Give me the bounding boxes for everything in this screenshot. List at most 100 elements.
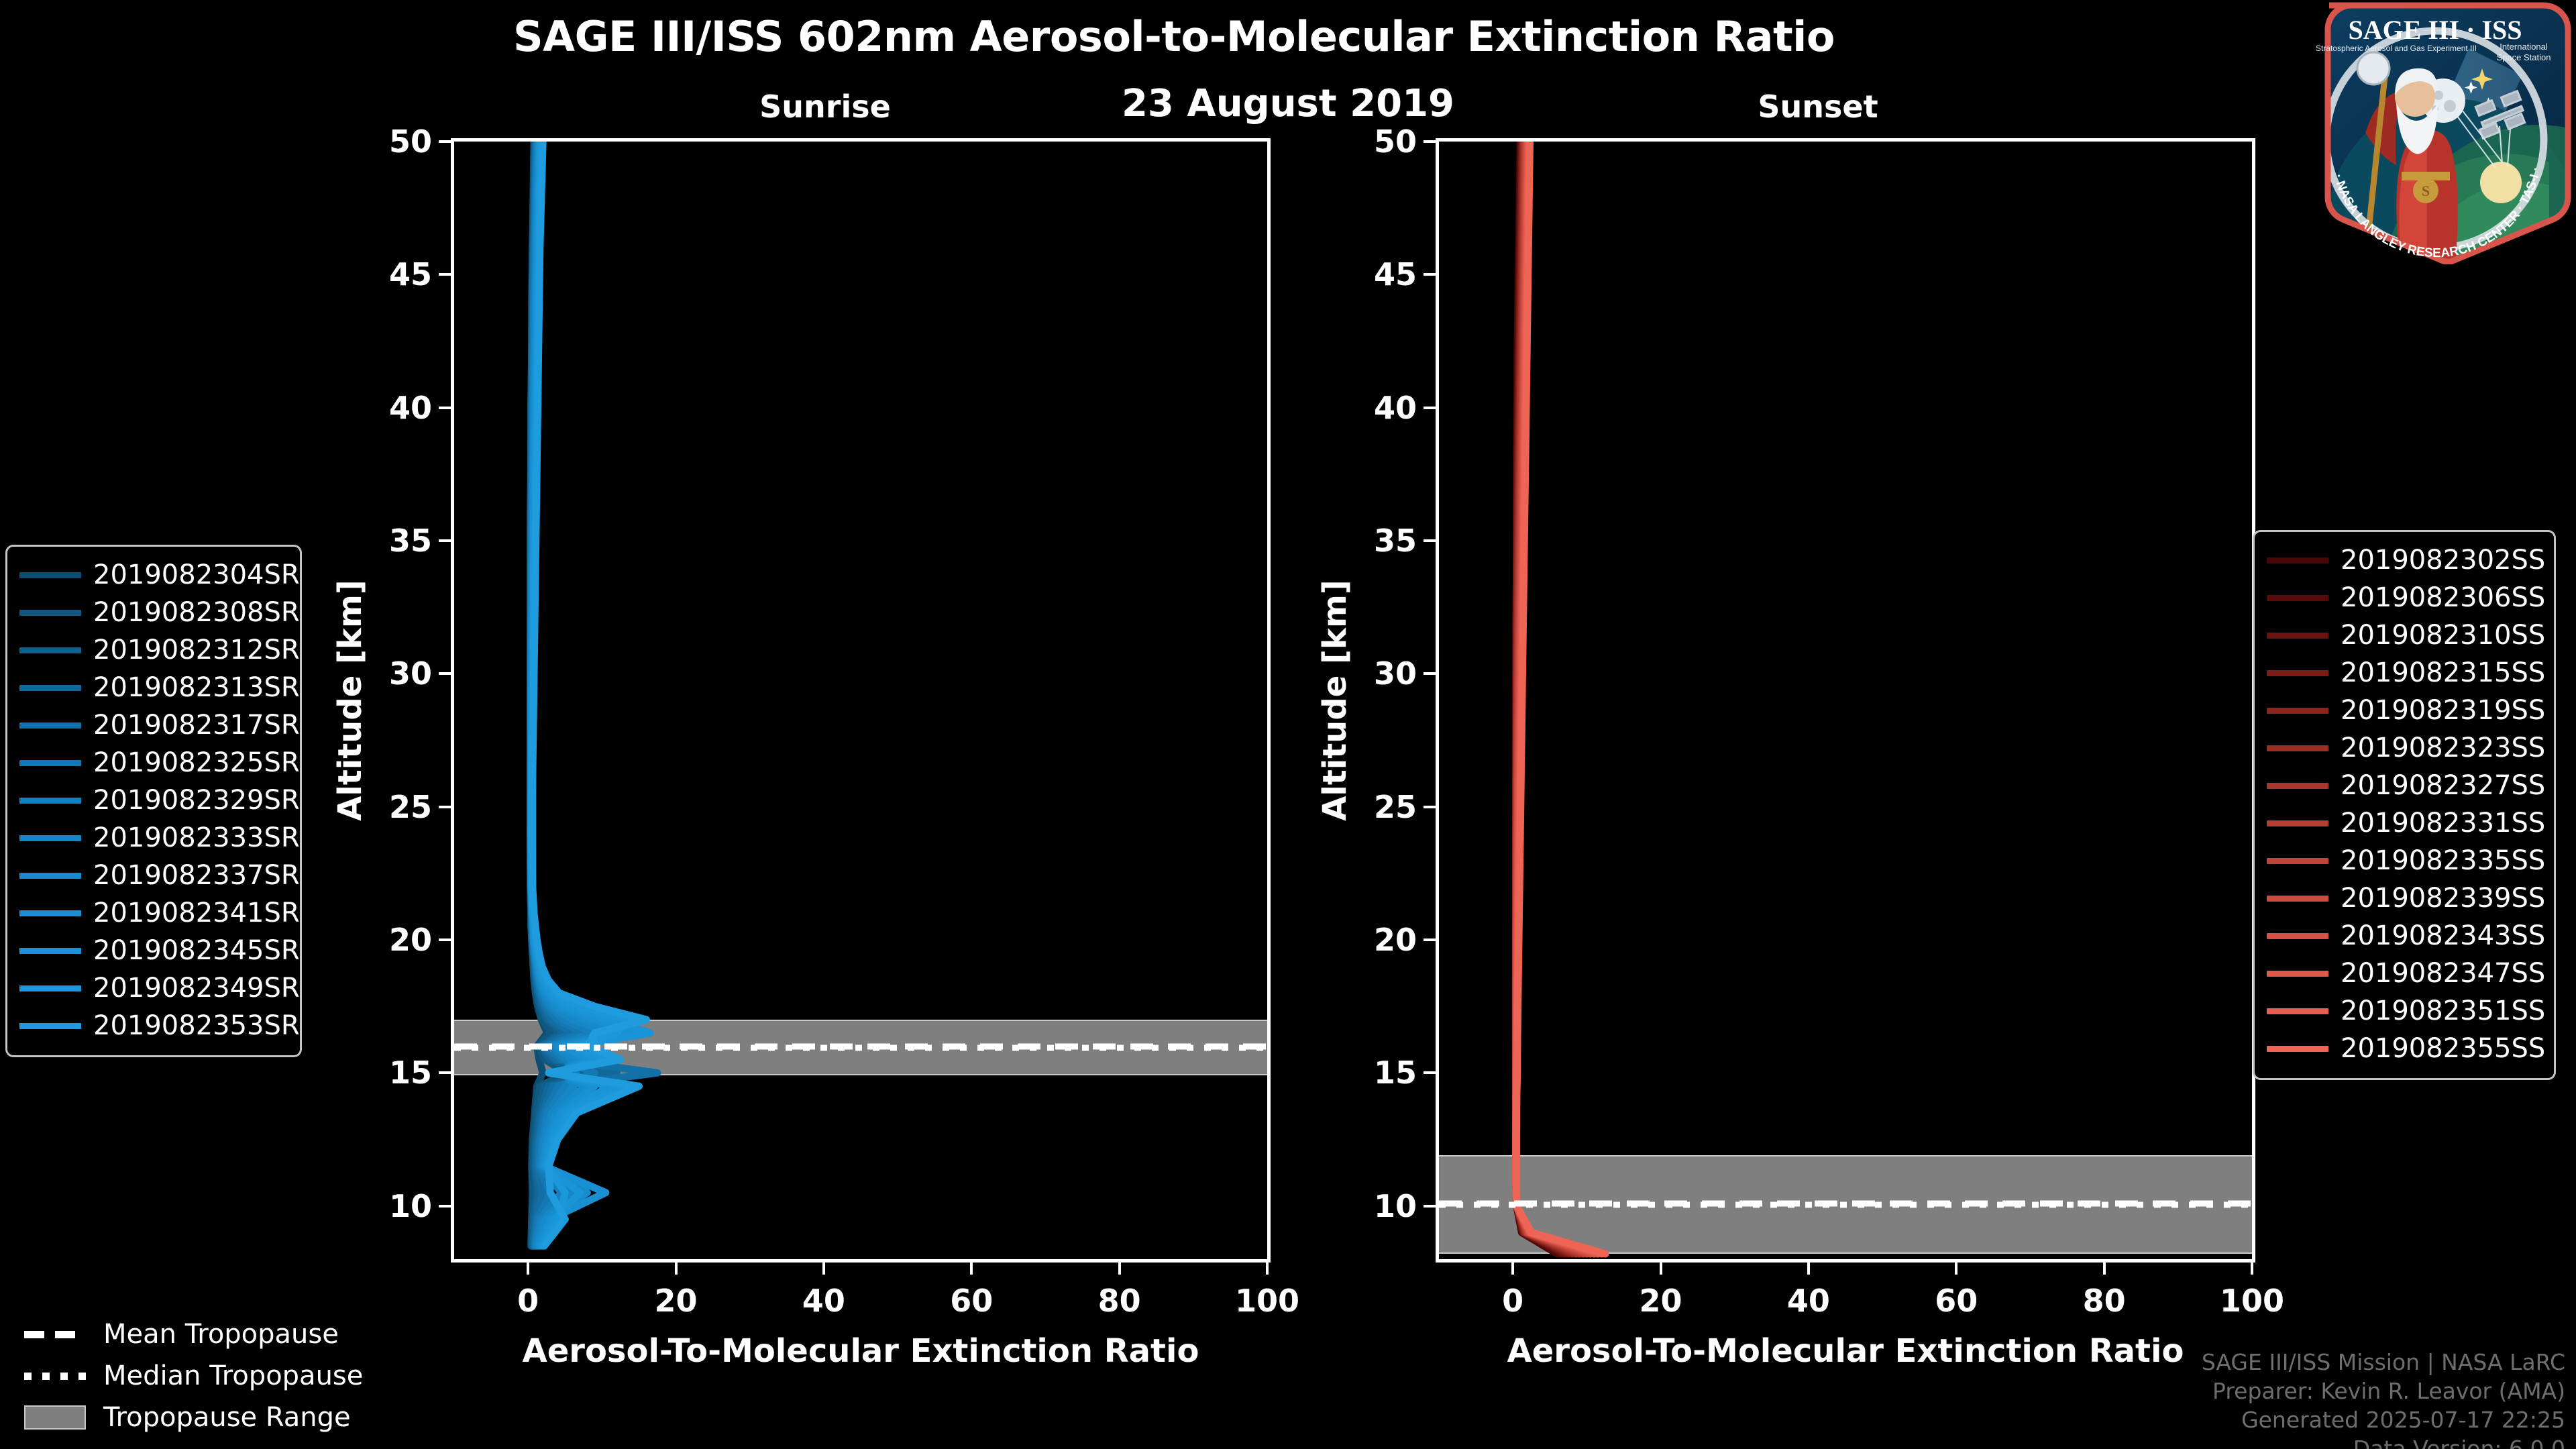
legend-color-swatch <box>19 910 81 916</box>
legend-item[interactable]: 2019082335SS <box>2267 842 2545 879</box>
legend-color-swatch <box>19 985 81 991</box>
legend-item-label: 2019082329SR <box>93 785 300 816</box>
y-tick-mark <box>1424 140 1436 143</box>
sage-iii-iss-mission-patch-icon: S SAGE III · ISS Stratospheric Aerosol a… <box>2301 1 2571 264</box>
y-tick-label: 40 <box>1373 389 1417 426</box>
legend-item[interactable]: 2019082341SR <box>19 894 300 932</box>
legend-item-label: 2019082355SS <box>2341 1033 2546 1064</box>
x-tick-label: 100 <box>2219 1283 2285 1319</box>
legend-item[interactable]: 2019082331SS <box>2267 804 2545 842</box>
x-tick-label: 20 <box>1639 1283 1682 1319</box>
legend-item[interactable]: 2019082304SR <box>19 556 300 594</box>
legend-item[interactable]: 2019082315SS <box>2267 654 2545 692</box>
legend-item[interactable]: 2019082327SS <box>2267 767 2545 804</box>
legend-item[interactable]: 2019082349SR <box>19 969 300 1007</box>
y-tick-label: 10 <box>388 1187 432 1224</box>
credits-line-generated: Generated 2025-07-17 22:25 <box>2241 1406 2565 1433</box>
legend-color-swatch <box>19 1022 81 1029</box>
legend-item-label: 2019082343SS <box>2341 920 2546 951</box>
legend-item[interactable]: 2019082325SR <box>19 744 300 782</box>
y-tick-label: 20 <box>388 922 432 958</box>
x-tick-label: 80 <box>1097 1283 1141 1319</box>
y-tick-mark <box>439 140 451 143</box>
y-tick-label: 20 <box>1373 922 1417 958</box>
y-tick-label: 25 <box>1373 788 1417 825</box>
legend-item-label: 2019082339SS <box>2341 883 2546 914</box>
y-tick-label: 40 <box>388 389 432 426</box>
legend-color-swatch <box>2267 970 2328 977</box>
legend-item[interactable]: 2019082353SR <box>19 1007 300 1044</box>
median-tropopause-line-sunset <box>1439 1201 2252 1208</box>
y-tick-mark <box>439 406 451 409</box>
page-title: SAGE III/ISS 602nm Aerosol-to-Molecular … <box>513 12 1835 61</box>
legend-item-label: 2019082313SR <box>93 672 300 703</box>
legend-item[interactable]: 2019082312SR <box>19 631 300 669</box>
legend-color-swatch <box>2267 895 2328 902</box>
legend-item[interactable]: 2019082343SS <box>2267 917 2545 955</box>
legend-sunset[interactable]: 2019082302SS 2019082306SS 2019082310SS 2019… <box>2253 530 2556 1080</box>
y-tick-label: 10 <box>1373 1187 1417 1224</box>
legend-item[interactable]: 2019082306SS <box>2267 579 2545 616</box>
legend-item-label: 2019082349SR <box>93 973 300 1004</box>
y-tick-mark <box>1424 672 1436 676</box>
x-tick-mark <box>674 1263 678 1275</box>
legend-item[interactable]: 2019082310SS <box>2267 616 2545 654</box>
y-tick-mark <box>1424 406 1436 409</box>
legend-item[interactable]: 2019082317SR <box>19 706 300 744</box>
legend-item[interactable]: 2019082319SS <box>2267 692 2545 729</box>
y-tick-mark <box>1424 273 1436 276</box>
legend-item[interactable]: 2019082345SR <box>19 932 300 969</box>
patch-subtitle-right-2: Space Station <box>2497 52 2551 62</box>
legend-item[interactable]: 2019082329SR <box>19 782 300 819</box>
x-tick-label: 60 <box>1935 1283 1978 1319</box>
y-axis-label-sunset: Altitude [km] <box>1316 580 1354 821</box>
legend-item[interactable]: 2019082323SS <box>2267 729 2545 767</box>
plot-area-sunrise <box>454 142 1267 1259</box>
legend-color-swatch <box>2267 820 2328 826</box>
legend-sunrise[interactable]: 2019082304SR 2019082308SR 2019082312SR 2019… <box>5 545 302 1057</box>
y-tick-label: 35 <box>1373 523 1417 559</box>
legend-item[interactable]: 2019082351SS <box>2267 992 2545 1030</box>
legend-item[interactable]: 2019082347SS <box>2267 955 2545 992</box>
credits-block: SAGE III/ISS Mission | NASA LaRC Prepare… <box>2202 1348 2565 1449</box>
panel-title-sunset: Sunset <box>1758 89 1878 125</box>
y-tick-label: 35 <box>388 523 432 559</box>
legend-item[interactable]: 2019082355SS <box>2267 1030 2545 1067</box>
patch-subtitle-right-1: International <box>2500 42 2548 52</box>
y-tick-mark <box>439 672 451 676</box>
legend-item-label: 2019082306SS <box>2341 582 2546 613</box>
plot-panel-sunset: Altitude [km] Aerosol-To-Molecular Extin… <box>1316 123 2284 1370</box>
legend-color-swatch <box>19 722 81 729</box>
legend-item[interactable]: 2019082333SR <box>19 819 300 857</box>
y-tick-mark <box>1424 1071 1436 1075</box>
legend-item-label: 2019082333SR <box>93 822 300 853</box>
legend-color-swatch <box>19 872 81 879</box>
patch-title: SAGE III · ISS <box>2348 15 2522 45</box>
x-tick-mark <box>527 1263 530 1275</box>
legend-color-swatch <box>19 835 81 841</box>
patch-subtitle-left: Stratospheric Aerosol and Gas Experiment… <box>2316 44 2477 53</box>
legend-item-median-tropopause: Median Tropopause <box>24 1355 363 1397</box>
legend-item[interactable]: 2019082339SS <box>2267 879 2545 917</box>
legend-item[interactable]: 2019082302SS <box>2267 541 2545 579</box>
legend-item[interactable]: 2019082337SR <box>19 857 300 894</box>
y-tick-mark <box>1424 805 1436 808</box>
legend-item-label: 2019082302SS <box>2341 545 2546 576</box>
legend-color-swatch <box>2267 557 2328 564</box>
x-tick-label: 60 <box>950 1283 994 1319</box>
legend-color-swatch <box>2267 1045 2328 1052</box>
legend-color-swatch <box>19 572 81 578</box>
legend-item[interactable]: 2019082308SR <box>19 594 300 631</box>
legend-color-swatch <box>2267 707 2328 714</box>
x-tick-label: 0 <box>517 1283 539 1319</box>
plot-frame-sunrise <box>451 138 1271 1263</box>
x-tick-mark <box>1955 1263 1958 1275</box>
legend-item[interactable]: 2019082313SR <box>19 669 300 706</box>
legend-item-label: 2019082337SR <box>93 860 300 891</box>
legend-item-label: 2019082347SS <box>2341 958 2546 989</box>
x-tick-mark <box>2251 1263 2253 1275</box>
x-tick-mark <box>822 1263 825 1275</box>
y-tick-label: 15 <box>1373 1055 1417 1091</box>
legend-item-label: 2019082315SS <box>2341 657 2546 688</box>
legend-color-swatch <box>2267 632 2328 639</box>
